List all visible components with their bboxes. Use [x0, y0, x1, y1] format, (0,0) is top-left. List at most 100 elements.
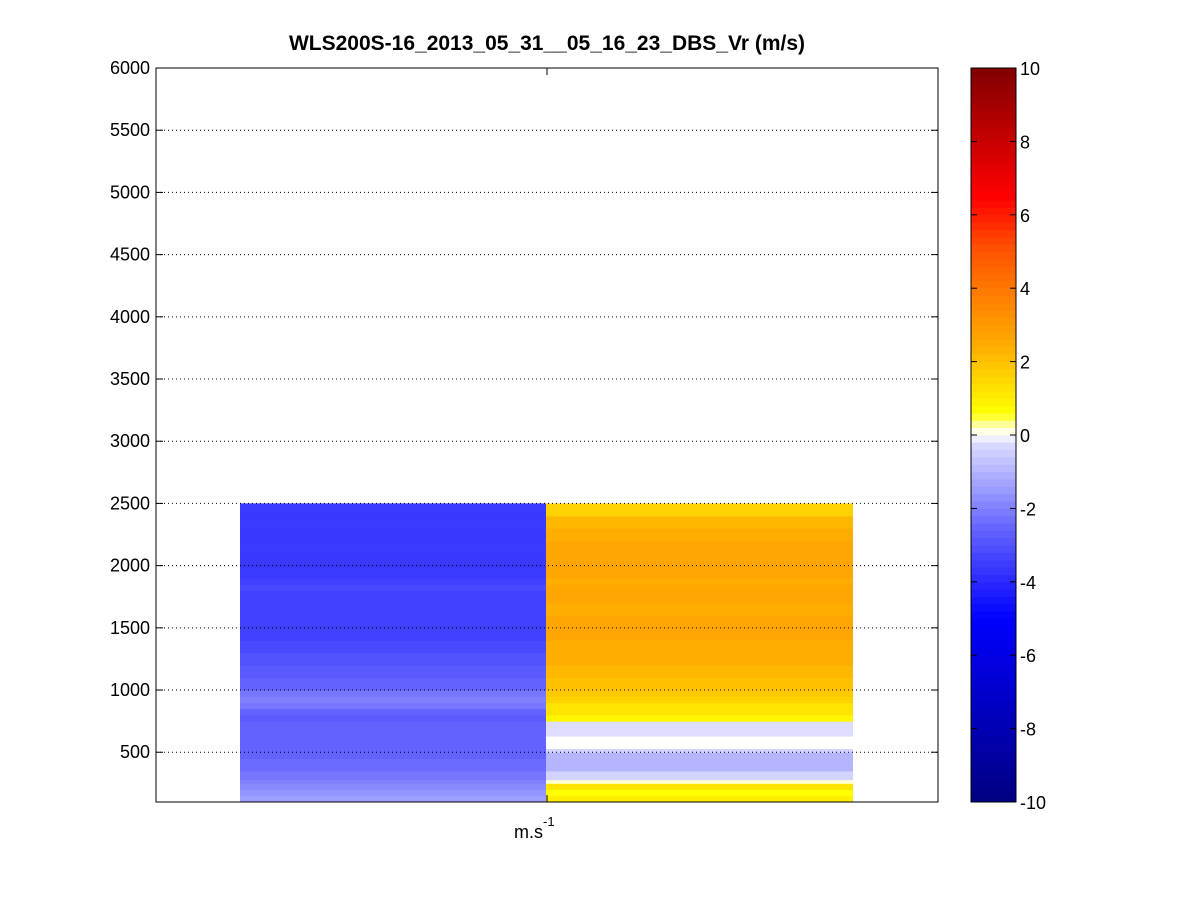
heatmap-cell — [240, 528, 546, 542]
colorbar-tick-label: 6 — [1020, 206, 1030, 226]
colorbar-swatch — [971, 332, 1016, 340]
colorbar-swatch — [971, 295, 1016, 304]
heatmap-cell — [240, 736, 546, 750]
colorbar-swatch — [971, 618, 1016, 627]
y-tick-label: 5500 — [110, 120, 150, 140]
y-tick-label: 4000 — [110, 307, 150, 327]
colorbar-swatch — [971, 222, 1016, 230]
colorbar-swatch — [971, 214, 1016, 223]
colorbar-swatch — [971, 288, 1016, 296]
colorbar: -10 -8 -6 -4 -2 0 2 4 6 8 10 — [970, 59, 1046, 813]
heatmap-cell — [240, 640, 546, 654]
heatmap-cell — [546, 665, 853, 679]
heatmap-cell — [240, 503, 546, 517]
colorbar-swatch — [971, 728, 1016, 737]
colorbar-swatch — [971, 699, 1016, 707]
y-tick-label: 2000 — [110, 556, 150, 576]
colorbar-swatch — [971, 457, 1016, 465]
heatmap-cell — [546, 627, 853, 641]
colorbar-tick-label: -6 — [1020, 646, 1036, 666]
colorbar-swatch — [971, 435, 1016, 443]
heatmap-cell — [546, 779, 853, 784]
heatmap-cell — [546, 702, 853, 710]
heatmap-cell — [240, 783, 546, 791]
colorbar-swatch — [971, 302, 1016, 311]
colorbar-swatch — [971, 185, 1016, 194]
colorbar-swatch — [971, 163, 1016, 172]
colorbar-swatch — [971, 200, 1016, 208]
colorbar-swatch — [971, 251, 1016, 260]
colorbar-swatch — [971, 779, 1016, 788]
heatmap-cell — [240, 615, 546, 629]
colorbar-tick-label: 10 — [1020, 59, 1040, 79]
colorbar-swatch — [971, 170, 1016, 179]
heatmap-cell — [546, 714, 853, 722]
heatmap-cell — [240, 540, 546, 554]
heatmap-cell — [546, 615, 853, 629]
heatmap-cell — [240, 553, 546, 567]
heatmap-cell — [240, 752, 546, 759]
y-axis-ticks: 500 1000 1500 2000 2500 3000 3500 4000 4500 5000 5… — [110, 58, 938, 762]
colorbar-swatch — [971, 530, 1016, 539]
colorbar-swatch — [971, 258, 1016, 267]
colorbar-swatch — [971, 244, 1016, 252]
colorbar-swatch — [971, 427, 1016, 436]
heatmap-cell — [546, 721, 853, 737]
y-tick-label: 3000 — [110, 431, 150, 451]
y-tick-label: 1000 — [110, 680, 150, 700]
colorbar-swatch — [971, 567, 1016, 575]
colorbar-swatch — [971, 317, 1016, 326]
colorbar-swatch — [971, 119, 1016, 128]
colorbar-cells — [971, 68, 1016, 803]
y-tick-label: 4500 — [110, 245, 150, 265]
colorbar-swatch — [971, 339, 1016, 348]
colorbar-swatch — [971, 324, 1016, 333]
colorbar-swatch — [971, 691, 1016, 700]
colorbar-swatch — [971, 765, 1016, 774]
colorbar-swatch — [971, 501, 1016, 509]
colorbar-swatch — [971, 97, 1016, 106]
colorbar-swatch — [971, 750, 1016, 759]
colorbar-swatch — [971, 178, 1016, 186]
heatmap-cell — [546, 652, 853, 666]
colorbar-swatch — [971, 236, 1016, 245]
colorbar-swatch — [971, 640, 1016, 649]
colorbar-swatch — [971, 104, 1016, 113]
colorbar-swatch — [971, 310, 1016, 318]
colorbar-tick-label: -10 — [1020, 793, 1046, 813]
heatmap-cell — [240, 515, 546, 529]
heatmap-cells — [240, 503, 853, 803]
colorbar-swatch — [971, 611, 1016, 619]
heatmap-cell — [546, 602, 853, 616]
colorbar-swatch — [971, 442, 1016, 451]
colorbar-swatch — [971, 368, 1016, 377]
heatmap-cell — [240, 721, 546, 737]
colorbar-swatch — [971, 479, 1016, 487]
heatmap-cell — [240, 779, 546, 784]
colorbar-swatch — [971, 398, 1016, 407]
heatmap-cell — [546, 770, 853, 781]
colorbar-tick-label: -8 — [1020, 720, 1036, 740]
colorbar-swatch — [971, 90, 1016, 98]
colorbar-swatch — [971, 545, 1016, 553]
colorbar-swatch — [971, 82, 1016, 91]
colorbar-swatch — [971, 552, 1016, 561]
colorbar-swatch — [971, 126, 1016, 135]
colorbar-swatch — [971, 493, 1016, 502]
y-tick-label: 6000 — [110, 58, 150, 78]
heatmap-cell — [240, 770, 546, 781]
heatmap-cell — [240, 789, 546, 797]
heatmap-cell — [240, 602, 546, 616]
colorbar-swatch — [971, 273, 1016, 282]
x-axis-label-exponent: -1 — [543, 814, 555, 829]
colorbar-swatch — [971, 207, 1016, 216]
heatmap-cell — [546, 690, 853, 697]
colorbar-tick-label: 4 — [1020, 279, 1030, 299]
heatmap-cell — [240, 665, 546, 679]
heatmap-cell — [240, 578, 546, 585]
colorbar-swatch — [971, 134, 1016, 142]
heatmap-cell — [546, 748, 853, 753]
heatmap-cell — [546, 795, 853, 803]
heatmap-cell — [546, 528, 853, 542]
